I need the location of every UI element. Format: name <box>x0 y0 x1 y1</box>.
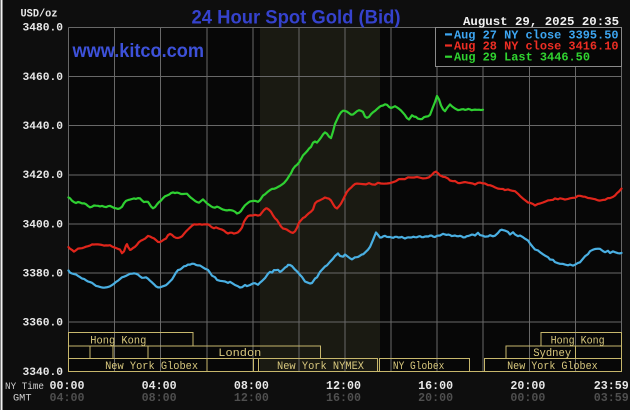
svg-text:New York NYMEX: New York NYMEX <box>277 361 364 373</box>
svg-text:03:59: 03:59 <box>594 391 629 405</box>
svg-text:New York Globex: New York Globex <box>507 361 598 373</box>
svg-text:16:00: 16:00 <box>326 391 361 405</box>
svg-text:3340.0: 3340.0 <box>23 367 64 379</box>
svg-text:August 29, 2025 20:35: August 29, 2025 20:35 <box>463 15 619 29</box>
svg-text:12:00: 12:00 <box>234 391 269 405</box>
svg-text:04:00: 04:00 <box>50 391 85 405</box>
svg-text:3420.0: 3420.0 <box>23 170 64 182</box>
svg-text:3460.0: 3460.0 <box>23 72 64 84</box>
svg-text:NY Time: NY Time <box>5 381 44 393</box>
svg-text:08:00: 08:00 <box>142 391 177 405</box>
svg-text:NY Globex: NY Globex <box>393 361 445 373</box>
svg-text:3380.0: 3380.0 <box>23 268 64 280</box>
svg-text:Hong Kong: Hong Kong <box>90 335 146 347</box>
svg-text:www.kitco.com: www.kitco.com <box>72 41 204 62</box>
svg-text:GMT: GMT <box>13 393 32 405</box>
svg-text:Sydney: Sydney <box>533 348 571 360</box>
svg-text:20:00: 20:00 <box>510 379 545 393</box>
svg-text:23:59: 23:59 <box>594 379 629 393</box>
svg-text:New York Globex: New York Globex <box>105 361 198 373</box>
svg-text:Aug 28 NY close 3416.10: Aug 28 NY close 3416.10 <box>454 40 619 54</box>
svg-text:Aug 27 NY close 3395.50: Aug 27 NY close 3395.50 <box>454 28 619 42</box>
svg-text:3400.0: 3400.0 <box>23 219 64 231</box>
svg-text:08:00: 08:00 <box>234 379 269 393</box>
svg-text:3480.0: 3480.0 <box>23 23 64 35</box>
svg-text:24 Hour Spot Gold (Bid): 24 Hour Spot Gold (Bid) <box>192 7 401 28</box>
svg-text:USD/oz: USD/oz <box>21 9 58 21</box>
svg-text:04:00: 04:00 <box>142 379 177 393</box>
svg-text:16:00: 16:00 <box>418 379 453 393</box>
svg-text:3360.0: 3360.0 <box>23 318 64 330</box>
svg-text:Aug 29 Last 3446.50: Aug 29 Last 3446.50 <box>454 51 590 65</box>
svg-text:20:00: 20:00 <box>418 391 453 405</box>
svg-text:00:00: 00:00 <box>510 391 545 405</box>
svg-text:3440.0: 3440.0 <box>23 121 64 133</box>
svg-text:London: London <box>218 348 261 360</box>
svg-text:Hong Kong: Hong Kong <box>551 335 605 347</box>
svg-text:12:00: 12:00 <box>326 379 361 393</box>
svg-text:00:00: 00:00 <box>50 379 85 393</box>
